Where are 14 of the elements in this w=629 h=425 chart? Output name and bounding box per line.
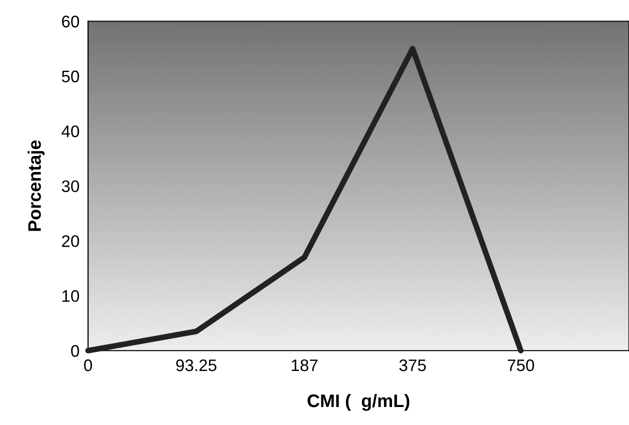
y-tick-label: 20	[62, 235, 80, 248]
y-tick-label: 40	[62, 125, 80, 138]
x-tick-label: 375	[399, 359, 426, 372]
x-tick-label: 0	[84, 359, 92, 372]
y-tick-label: 60	[62, 16, 80, 28]
y-tick-label: 50	[62, 70, 80, 82]
x-tick-label: 750	[508, 359, 534, 372]
y-tick-label: 30	[62, 180, 80, 192]
y-tick-label: 10	[62, 290, 80, 302]
x-tick-label: 187	[292, 359, 318, 372]
y-tick-label: 0	[71, 345, 80, 357]
y-axis-title: Porcentaje	[28, 140, 45, 231]
x-axis-title: CMI ( g/mL)	[308, 394, 410, 411]
x-tick-label: 93.25	[176, 359, 216, 372]
